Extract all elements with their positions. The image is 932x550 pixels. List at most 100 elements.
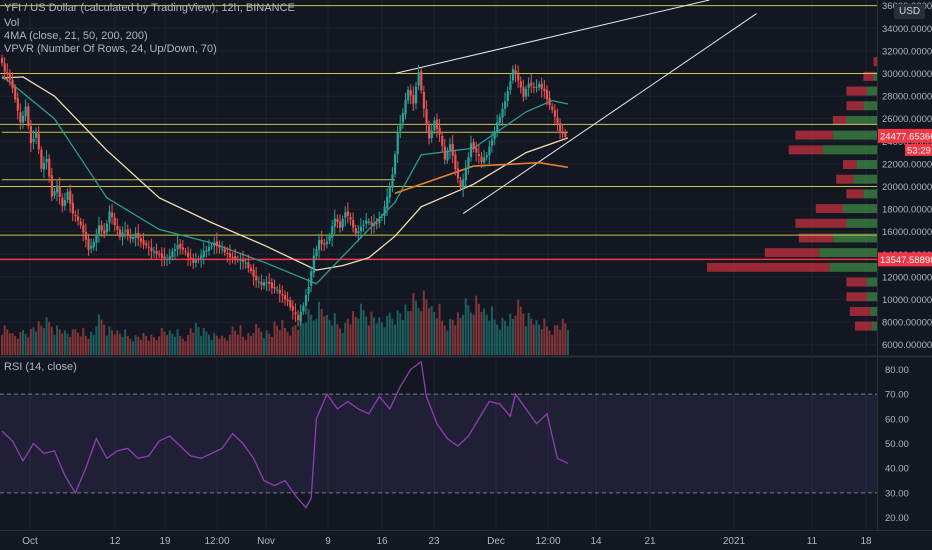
volume-bar (462, 314, 465, 355)
vpvr-up-bar (863, 189, 877, 199)
volume-bar (566, 330, 569, 355)
candle-body (74, 215, 77, 217)
candle-body (312, 255, 315, 273)
volume-bar (281, 319, 284, 355)
time-tick-label: Dec (487, 536, 505, 547)
candle-body (84, 232, 88, 240)
candle-body (257, 281, 260, 283)
candle-body (425, 109, 428, 125)
candle-body (493, 131, 496, 140)
candle-body (496, 122, 499, 133)
candle-body (278, 289, 281, 294)
volume-bar (553, 325, 556, 355)
candle-body (260, 282, 263, 286)
candle-body (40, 149, 43, 169)
rsi-label: RSI (14, close) (4, 361, 77, 373)
vpvr-down-bar (832, 115, 847, 125)
rsi-tick-label: 60.00 (885, 414, 909, 425)
rsi-tick-label: 80.00 (885, 365, 909, 376)
candle-body (100, 225, 103, 231)
volume-bar (168, 330, 171, 355)
volume-bar (543, 318, 546, 355)
candle-body (551, 106, 554, 110)
volume-bar (50, 326, 53, 355)
price-tick-label: 34000.000000 (882, 24, 932, 35)
candle-body (11, 79, 14, 89)
volume-bar (58, 329, 61, 355)
candle-body (61, 197, 64, 207)
vpvr-up-bar (846, 218, 877, 228)
candle-body (236, 258, 239, 260)
volume-bar (252, 333, 255, 355)
volume-bar (354, 316, 357, 355)
candle-body (380, 216, 384, 218)
price-tick-label: 6000.000000 (882, 340, 932, 351)
volume-bar (215, 335, 218, 355)
vpvr-down-bar (873, 57, 877, 67)
volume-bar (493, 319, 496, 355)
volume-bar (76, 332, 79, 355)
volume-bar (388, 312, 391, 355)
price-tick-label: 18000.000000 (882, 205, 932, 216)
volume-bar (373, 317, 376, 355)
volume-bar (244, 339, 247, 355)
price-tick-label: 16000.000000 (882, 227, 932, 238)
symbol-title: YFI / US Dollar (calculated by TradingVi… (4, 2, 295, 14)
candle-body (341, 218, 344, 228)
candle-body (501, 108, 504, 118)
volume-bar (320, 309, 323, 355)
candle-body (315, 248, 318, 257)
volume-bar (66, 333, 69, 355)
volume-bar (525, 326, 527, 355)
volume-bar (509, 313, 512, 355)
currency-badge[interactable]: USD (894, 4, 926, 19)
candle-body (420, 71, 423, 91)
volume-bar (228, 334, 231, 355)
volume-bar (307, 309, 310, 355)
volume-bar (108, 326, 111, 355)
candle-body (8, 74, 12, 80)
candle-body (294, 312, 297, 315)
volume-bar (6, 329, 9, 355)
vpvr-down-bar (815, 204, 843, 214)
candle-body (200, 255, 203, 259)
volume-bar (375, 323, 378, 355)
rsi-line (1, 360, 569, 509)
volume-bar (564, 323, 567, 355)
candle-body (532, 86, 536, 88)
trendline (394, 0, 710, 74)
volume-bar (346, 318, 349, 355)
candle-body (365, 220, 368, 224)
candle-body (490, 140, 494, 146)
candle-body (194, 260, 198, 263)
time-tick-label: 16 (376, 536, 388, 547)
volume-bar (263, 338, 265, 355)
volume-bar (56, 325, 59, 355)
volume-bar (430, 305, 433, 355)
candle-body (63, 200, 67, 206)
volume-bar (100, 319, 103, 355)
candle-body (338, 221, 342, 228)
candle-body (181, 247, 184, 250)
volume-bar (477, 303, 480, 355)
rsi-band (0, 394, 877, 493)
volume-bar (8, 333, 11, 355)
volume-bar (559, 329, 562, 355)
candle-body (386, 196, 389, 209)
volume-bar (527, 312, 530, 355)
vpvr-down-bar (849, 306, 871, 316)
volume-bar (90, 331, 93, 355)
candle-body (134, 233, 137, 238)
candle-body (265, 282, 268, 284)
price-tick-label: 10000.000000 (882, 295, 932, 306)
volume-bar (84, 335, 87, 355)
volume-bar (519, 306, 522, 355)
candle-body (488, 146, 491, 156)
vpvr-up-bar (829, 262, 877, 272)
volume-bar (504, 320, 507, 355)
candle-body (121, 232, 124, 237)
volume-bar (116, 330, 119, 355)
candle-body (333, 218, 336, 227)
candle-body (527, 83, 530, 88)
